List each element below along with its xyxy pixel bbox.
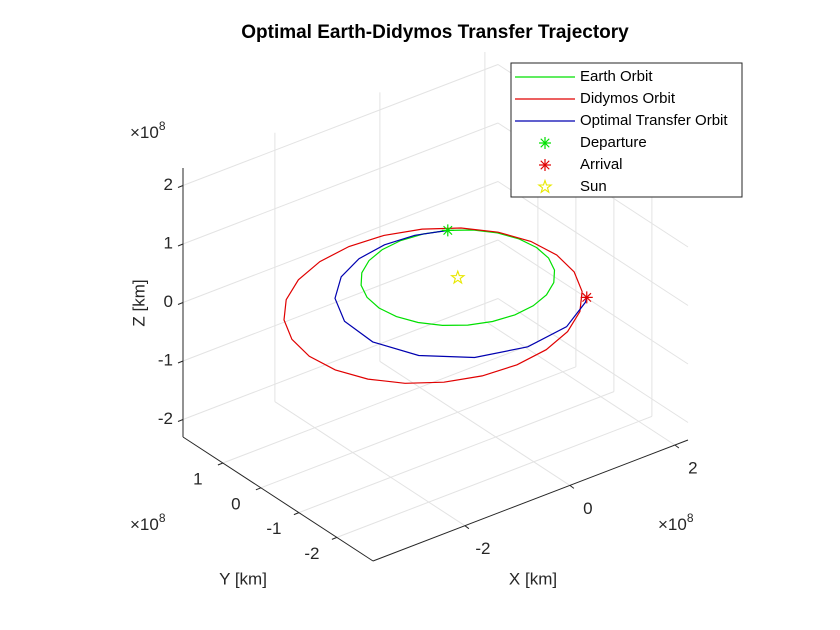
asterisk-stroke — [540, 160, 550, 170]
legend-swatch — [539, 159, 551, 171]
legend-swatch — [539, 137, 551, 149]
y-tick-label: 0 — [231, 494, 240, 513]
z-tick — [177, 419, 184, 422]
x-tick-label: -2 — [475, 539, 490, 558]
legend-label: Departure — [580, 134, 647, 151]
y-tick-label: -1 — [266, 519, 281, 538]
x-tick — [674, 444, 680, 449]
y-tick — [255, 487, 262, 491]
z-tick — [177, 243, 184, 247]
marker — [580, 291, 593, 304]
exp-power: 8 — [159, 511, 166, 525]
asterisk-stroke — [443, 225, 453, 236]
z-tick — [177, 360, 184, 364]
z-axis-label: Z [km] — [129, 279, 148, 326]
y-exponent: ×108 — [130, 511, 166, 534]
y-axis-label: Y [km] — [219, 569, 267, 588]
x-tick-label: 0 — [583, 499, 592, 518]
z-tick — [177, 302, 184, 305]
z-tick-label: -1 — [158, 350, 173, 369]
y-tick — [217, 462, 224, 466]
y-tick — [293, 512, 300, 516]
x-tick-label: 2 — [688, 459, 697, 478]
y-tick — [331, 536, 338, 540]
pentagram — [450, 269, 466, 285]
exp-power: 8 — [159, 119, 166, 133]
grid-line — [182, 181, 689, 306]
x-tick — [464, 525, 470, 530]
exp-base: ×10 — [130, 515, 159, 534]
legend-box — [510, 62, 743, 198]
legend-label: Optimal Transfer Orbit — [580, 112, 728, 129]
orbit-line — [283, 227, 583, 384]
z-tick-label: 0 — [164, 292, 173, 311]
asterisk-stroke — [540, 138, 550, 148]
z-tick-label: 2 — [164, 175, 173, 194]
grid-line — [182, 239, 689, 365]
orbit-line — [334, 229, 588, 359]
x-axis-label: X [km] — [509, 569, 557, 588]
z-tick-label: 1 — [164, 234, 173, 253]
z-tick-label: -2 — [158, 409, 173, 428]
x-tick — [569, 485, 575, 489]
x-axis — [372, 439, 689, 562]
z-exponent: ×108 — [130, 119, 166, 142]
exp-base: ×10 — [658, 515, 687, 534]
asterisk-stroke — [582, 292, 592, 303]
legend-swatch — [537, 178, 553, 194]
legend-label: Arrival — [580, 156, 623, 173]
marker — [450, 269, 466, 285]
y-axis — [182, 436, 374, 562]
pentagram — [537, 178, 553, 194]
y-tick-label: -2 — [304, 544, 319, 563]
grid-line — [182, 298, 689, 423]
exp-power: 8 — [687, 511, 694, 525]
legend-label: Didymos Orbit — [580, 90, 676, 107]
z-tick — [177, 185, 184, 188]
legend-label: Sun — [580, 178, 607, 195]
exp-base: ×10 — [130, 123, 159, 142]
legend-label: Earth Orbit — [580, 68, 653, 85]
marker — [441, 224, 454, 237]
chart-title: Optimal Earth-Didymos Transfer Trajector… — [241, 22, 629, 43]
x-exponent: ×108 — [658, 511, 694, 534]
y-tick-label: 1 — [193, 470, 202, 489]
